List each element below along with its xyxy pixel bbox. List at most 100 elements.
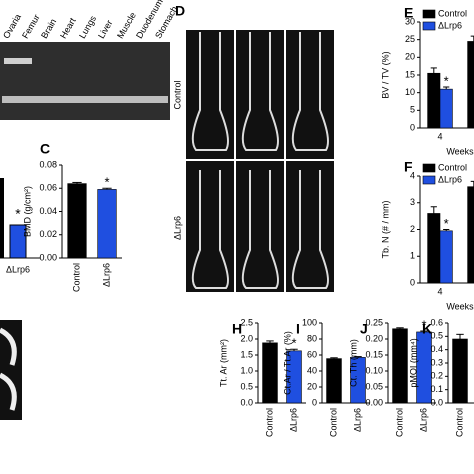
y-tick-label: 0.6 [430,317,443,327]
y-tick-label: 0.05 [365,381,383,391]
y-tick-label: 40 [307,365,317,375]
significance: * [15,206,21,222]
y-tick-label: 1.5 [240,349,253,359]
y-tick-label: 25 [405,34,415,44]
y-tick-label: 0.0 [240,397,253,407]
column-label: 16 Weeks [240,14,280,24]
y-tick-label: 0.06 [39,183,57,193]
legend-swatch [422,21,436,31]
legend-label: ΔLrp6 [438,174,462,184]
bar [392,328,408,404]
y-tick-label: 0.4 [430,344,443,354]
lane-label: Femur [20,13,42,41]
x-tick-label: ΔLrp6 [288,408,298,432]
column-label: 8 Weeks [193,14,228,24]
y-tick-label: 0.5 [430,331,443,341]
bar [326,358,342,404]
y-tick-label: 0.20 [365,333,383,343]
y-axis-label: BV / TV (%) [380,51,390,98]
gel-band [4,58,32,64]
x-axis-label: Weeks [446,146,474,156]
row-label: Control [172,80,182,109]
ct-ring [0,327,17,411]
y-tick-label: 3 [410,197,415,207]
partial-bar [9,224,27,259]
y-axis-label: Ct. Th (mm) [348,339,358,387]
significance: * [104,175,109,190]
panel-letter: H [232,321,242,337]
bar [467,41,474,129]
x-tick-label: ΔLrp6 [101,263,111,287]
x-tick-label: ΔLrp6 [418,408,428,432]
x-tick-label: 4 [437,286,442,296]
x-tick-label: ΔLrp6 [352,408,362,432]
lane-label: Liver [96,18,114,40]
x-tick-label: Control [394,408,404,437]
x-tick-label: ΔLrp6 [6,264,30,274]
y-axis-label: BMD (g/cm²) [22,186,32,237]
y-tick-label: 5 [410,105,415,115]
y-tick-label: 0.1 [430,384,443,394]
bar [452,338,468,404]
bar [439,230,453,284]
gel-band [2,96,168,103]
x-axis-label: Weeks [446,301,474,311]
x-tick-label: 4 [437,131,442,141]
y-tick-label: 0 [410,277,415,287]
y-tick-label: 0.02 [39,229,57,239]
y-tick-label: 0.00 [365,397,383,407]
x-tick-label: Control [71,263,81,292]
bar [67,183,87,259]
x-tick-label: Control [328,408,338,437]
legend-label: Control [438,8,467,18]
y-tick-label: 0.25 [365,317,383,327]
significance: * [444,73,449,88]
y-tick-label: 30 [405,16,415,26]
y-tick-label: 10 [405,87,415,97]
y-tick-label: 100 [302,317,317,327]
bar [467,186,474,284]
y-tick-label: 80 [307,333,317,343]
image-panel [185,30,335,292]
significance: * [421,317,426,332]
y-tick-label: 2.0 [240,333,253,343]
y-tick-label: 2.5 [240,317,253,327]
bar [97,189,117,259]
y-tick-label: 0.00 [39,252,57,262]
y-tick-label: 20 [307,381,317,391]
y-axis-label: pMOI (mm⁴) [408,338,418,387]
panel-letter: I [296,321,300,337]
x-tick-label: Control [264,408,274,437]
column-label: 24 Weeks [290,14,330,24]
y-tick-label: 15 [405,69,415,79]
bar [262,342,278,404]
y-tick-label: 1 [410,251,415,261]
y-axis-label: Tb. N (# / mm) [380,200,390,258]
panel-letter: F [404,159,413,175]
bar [416,331,432,404]
legend-label: ΔLrp6 [438,20,462,30]
lane-label: Lungs [77,14,98,41]
legend-swatch [422,163,436,173]
y-tick-label: 1.0 [240,365,253,375]
panel-letter: K [422,321,432,337]
y-tick-label: 0.0 [430,397,443,407]
y-tick-label: 0.15 [365,349,383,359]
legend-label: Control [438,162,467,172]
y-tick-label: 0.2 [430,371,443,381]
gel-image [0,42,170,120]
y-tick-label: 0.3 [430,357,443,367]
panel-letter: J [360,321,368,337]
panel-letter: E [404,5,413,21]
panel-letter: D [175,3,185,19]
row-label: ΔLrp6 [172,216,182,240]
significance: * [444,216,449,231]
y-axis-label: Tt. Ar (mm²) [218,339,228,387]
y-tick-label: 20 [405,52,415,62]
significance: * [291,336,296,351]
y-tick-label: 0.04 [39,206,57,216]
y-tick-label: 0.10 [365,365,383,375]
legend-swatch [422,175,436,185]
partial-bar [0,178,4,258]
